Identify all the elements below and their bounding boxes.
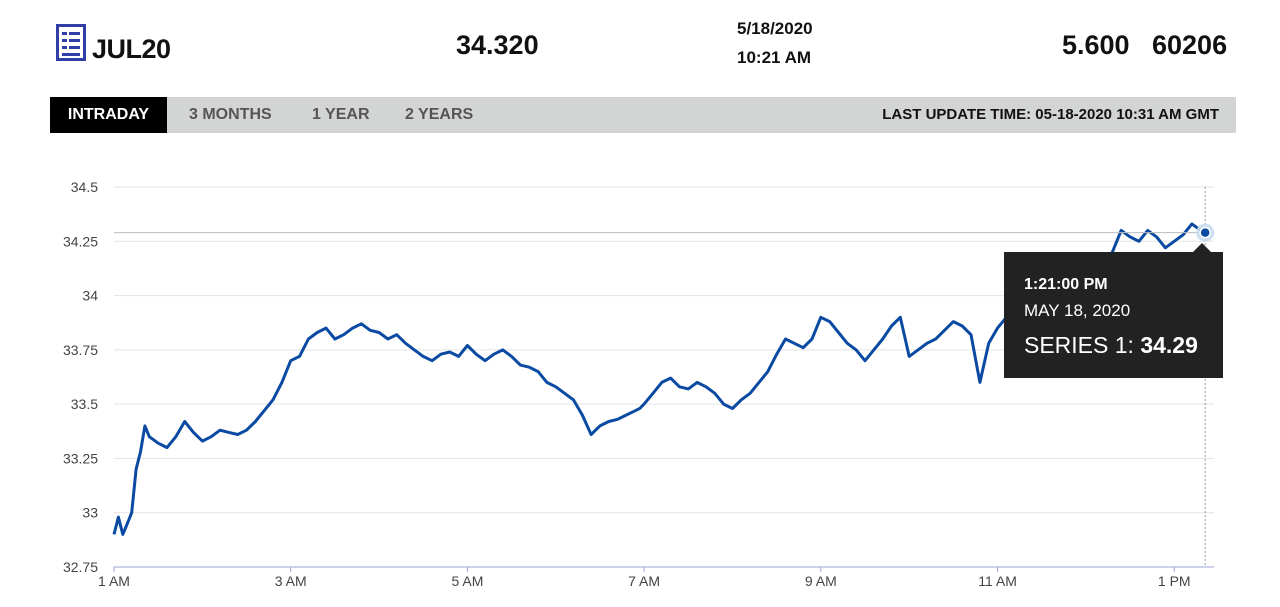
tooltip-arrow — [1192, 243, 1212, 253]
volume: 60206 — [1152, 30, 1228, 60]
tab-intraday[interactable]: INTRADAY — [50, 97, 167, 133]
highlight-point — [1199, 226, 1211, 239]
intraday-price-chart[interactable]: 34.5 34.25 34 33.75 33.5 33.25 33 32.75 1 AM 3 A… — [0, 150, 1280, 607]
tab-2-years[interactable]: 2 YEARS — [405, 106, 474, 123]
y-tick-label: 34.25 — [63, 233, 98, 249]
x-tick-label: 3 AM — [275, 573, 307, 589]
price-change: 5.600 — [1062, 30, 1130, 60]
contract-symbol: JUL20 — [92, 34, 171, 64]
report-document-icon[interactable] — [56, 24, 86, 61]
price-series — [112, 222, 1206, 536]
y-tick-label: 33.5 — [71, 396, 98, 412]
x-tick-label: 7 AM — [628, 573, 660, 589]
x-tick-label: 1 AM — [98, 573, 130, 589]
series-1-line — [112, 222, 1206, 536]
y-tick-label: 33 — [82, 505, 98, 521]
x-axis: 1 AM 3 AM 5 AM 7 AM 9 AM 11 AM 1 PM — [98, 567, 1191, 589]
quote-time: 10:21 AM — [737, 48, 812, 67]
y-tick-label: 33.75 — [63, 342, 98, 358]
tooltip-series-label: SERIES 1: — [1024, 332, 1134, 358]
tooltip-series: SERIES 1: 34.29 — [1024, 330, 1223, 360]
last-update-time: LAST UPDATE TIME: 05-18-2020 10:31 AM GM… — [882, 106, 1219, 123]
y-tick-label: 34.5 — [71, 179, 98, 195]
last-price: 34.320 — [456, 30, 539, 60]
y-tick-label: 33.25 — [63, 450, 98, 466]
y-tick-label: 32.75 — [63, 559, 98, 575]
range-tab-bar: INTRADAY 3 MONTHS 1 YEAR 2 YEARS LAST UP… — [50, 97, 1236, 133]
tooltip-time: 1:21:00 PM — [1024, 276, 1108, 293]
tooltip-date: MAY 18, 2020 — [1024, 301, 1131, 320]
x-tick-label: 9 AM — [805, 573, 837, 589]
quote-header: JUL20 34.320 5/18/2020 10:21 AM 5.600 60… — [0, 0, 1280, 90]
quote-date: 5/18/2020 — [737, 19, 813, 38]
x-tick-label: 11 AM — [978, 573, 1017, 589]
tab-1-year[interactable]: 1 YEAR — [312, 106, 370, 123]
tooltip-series-value: 34.29 — [1140, 332, 1198, 358]
y-axis: 34.5 34.25 34 33.75 33.5 33.25 33 32.75 — [63, 179, 98, 575]
hover-tooltip: 1:21:00 PM MAY 18, 2020 SERIES 1: 34.29 — [1004, 252, 1223, 378]
tab-3-months[interactable]: 3 MONTHS — [189, 106, 272, 123]
x-tick-label: 1 PM — [1158, 573, 1191, 589]
x-tick-label: 5 AM — [451, 573, 483, 589]
y-tick-label: 34 — [82, 288, 98, 304]
